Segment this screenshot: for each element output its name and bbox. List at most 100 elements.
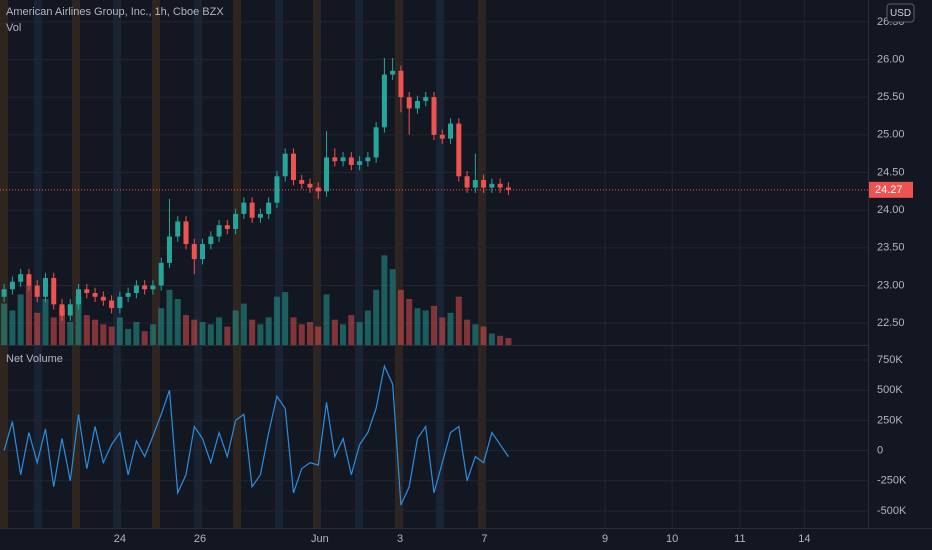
candle-body: [357, 161, 363, 165]
candle-body: [84, 289, 90, 294]
candle-body: [340, 157, 346, 162]
y-tick-label: 750K: [877, 354, 903, 366]
y-tick-label: -500K: [877, 505, 907, 517]
y-tick-label: 22.50: [877, 317, 905, 329]
x-tick-label: 7: [481, 533, 487, 545]
x-tick-label: 24: [114, 533, 126, 545]
candle-body: [299, 180, 305, 184]
volume-bar: [207, 324, 214, 345]
volume-label: Vol: [6, 22, 21, 34]
volume-bar: [373, 289, 380, 345]
candle-body: [158, 262, 164, 286]
y-tick-label: 500K: [877, 384, 903, 396]
y-tick-label: 25.00: [877, 129, 905, 141]
volume-bar: [282, 292, 289, 345]
volume-bar: [166, 289, 173, 345]
x-tick-label: 14: [798, 533, 810, 545]
currency-badge[interactable]: [886, 3, 915, 23]
volume-bar: [298, 324, 305, 345]
session-stripe: [313, 0, 321, 528]
candle-body: [51, 277, 57, 305]
candle-body: [67, 304, 73, 316]
volume-bar: [92, 319, 99, 345]
candle-body: [125, 293, 131, 297]
currency-label[interactable]: USD: [890, 8, 911, 19]
volume-bar: [191, 319, 198, 345]
volume-bar: [158, 308, 165, 345]
session-stripe: [233, 0, 241, 528]
volume-bar: [42, 299, 49, 345]
volume-bar: [414, 308, 421, 345]
last-price-box: [869, 181, 913, 198]
volume-bar: [100, 324, 107, 345]
candle-body: [191, 244, 197, 260]
volume-bar: [439, 317, 446, 345]
volume-bar: [348, 315, 355, 345]
candle-body: [1, 289, 7, 297]
candle-body: [200, 244, 206, 260]
volume-bar: [9, 310, 16, 345]
y-tick-label: 250K: [877, 414, 903, 426]
candle-body: [489, 183, 495, 188]
candle-body: [406, 97, 412, 109]
session-stripe: [395, 0, 403, 528]
session-stripe: [478, 0, 486, 528]
y-tick-label: 24.00: [877, 204, 905, 216]
volume-bar: [331, 319, 338, 345]
session-stripe: [194, 0, 202, 528]
candle-body: [390, 70, 396, 75]
y-tick-label: 23.00: [877, 279, 905, 291]
candle-body: [307, 183, 313, 188]
candle-body: [505, 187, 511, 190]
session-stripe: [275, 0, 283, 528]
candle-body: [365, 157, 371, 162]
volume-bar: [488, 333, 495, 345]
volume-bar: [422, 310, 429, 345]
volume-bar: [224, 326, 231, 345]
volume-bar: [17, 294, 24, 345]
volume-bar: [397, 289, 404, 345]
volume-bar: [133, 322, 140, 345]
candle-body: [109, 300, 115, 309]
volume-bar: [199, 322, 206, 345]
volume-bar: [340, 324, 347, 345]
candle-body: [100, 296, 106, 301]
candle-body: [42, 277, 48, 297]
volume-bar: [141, 331, 148, 345]
candle-body: [290, 153, 296, 181]
volume-bar: [480, 326, 487, 345]
last-price-label: 24.27: [875, 184, 903, 196]
candle-body: [431, 97, 437, 135]
candle-body: [26, 274, 32, 286]
volume-bar: [25, 285, 32, 345]
session-stripe: [436, 0, 444, 528]
candle-body: [324, 157, 330, 192]
volume-bar: [356, 322, 363, 345]
volume-bar: [323, 294, 330, 345]
candle-body: [224, 225, 230, 229]
volume-bar: [249, 319, 256, 345]
volume-bar: [389, 269, 396, 345]
volume-bar: [240, 303, 247, 345]
candle-body: [133, 285, 139, 294]
candle-body: [117, 296, 123, 309]
volume-bar: [232, 310, 239, 345]
volume-bar: [497, 335, 504, 345]
session-stripe: [72, 0, 80, 528]
volume-bar: [290, 317, 297, 345]
x-tick-label: 11: [734, 533, 745, 545]
volume-bar: [315, 326, 322, 345]
session-stripe: [355, 0, 363, 528]
candle-body: [423, 97, 429, 101]
volume-bar: [125, 328, 132, 345]
candle-body: [481, 180, 487, 188]
candle-body: [34, 285, 40, 297]
session-stripe: [152, 0, 160, 528]
net-volume-line: [3, 364, 509, 506]
session-stripe: [34, 0, 42, 528]
candle-body: [175, 221, 181, 237]
volume-bar: [364, 310, 371, 345]
y-tick-label: 23.50: [877, 242, 905, 254]
volume-bar: [149, 324, 156, 345]
candle-body: [233, 213, 239, 229]
